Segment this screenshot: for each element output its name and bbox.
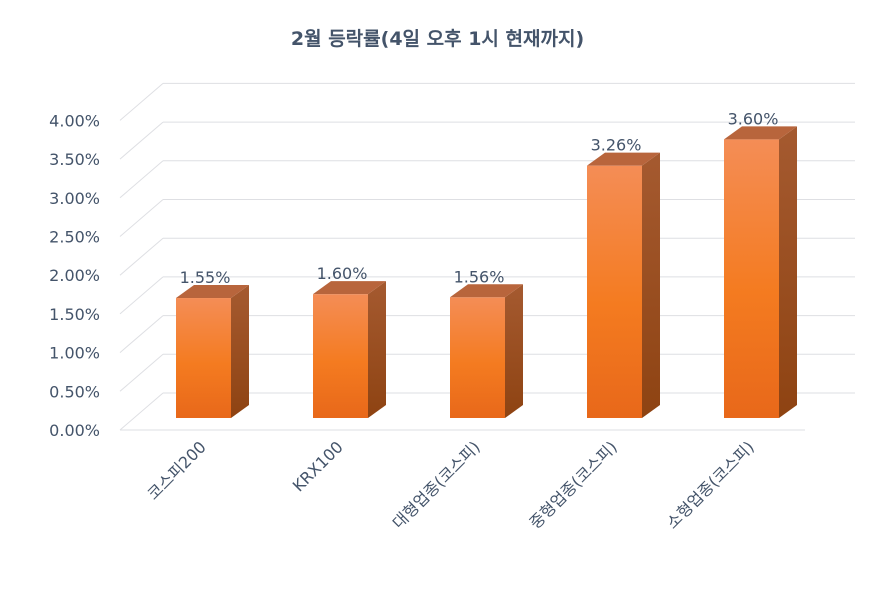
data-label: 1.56% [454,267,505,286]
bar-top [313,281,386,295]
gridline-diagonal [119,353,164,392]
bar-top [724,126,797,140]
y-tick-label: 3.50% [49,150,100,169]
data-label: 1.55% [180,268,231,287]
bar-front [587,165,642,418]
bar [724,126,797,419]
y-tick-label: 1.50% [49,305,100,324]
gridline-diagonal [119,392,164,431]
x-category-label: 대형업종(코스피) [389,437,484,532]
gridline-diagonal [119,237,164,276]
chart-title: 2월 등락률(4일 오후 1시 현재까지) [290,28,585,50]
bar [587,152,660,418]
bar [450,284,523,418]
x-category-label: 소형업종(코스피) [663,437,758,532]
bar [313,281,386,418]
y-tick-label: 3.00% [49,189,100,208]
bar-top [176,285,249,299]
bar [176,285,249,418]
bar-top [587,152,660,166]
data-label: 1.60% [317,264,368,283]
x-category-label: 중형업종(코스피) [526,437,621,532]
gridline-diagonal [119,160,164,199]
bar-side [505,284,523,418]
gridline-diagonal [119,276,164,315]
y-tick-label: 0.50% [49,382,100,401]
bar-side [368,281,386,418]
bar-front [724,139,779,419]
y-tick-label: 0.00% [49,421,100,440]
x-category-label: KRX100 [289,437,347,495]
gridline-diagonal [119,315,164,353]
data-label: 3.26% [591,136,642,155]
bar-side [231,285,249,418]
bar-top [450,284,523,298]
bar-front [313,294,368,418]
y-tick-label: 2.00% [49,266,100,285]
y-tick-label: 2.50% [49,228,100,247]
gridline-diagonal [119,199,164,237]
y-tick-label: 1.00% [49,344,100,363]
bar-front [176,298,231,418]
x-category-label: 코스피200 [144,437,210,503]
bar-front [450,297,505,418]
y-tick-label: 4.00% [49,111,100,130]
data-label: 3.60% [728,109,779,128]
gridline-diagonal [119,121,164,160]
gridline-diagonal [119,83,164,121]
bar-side [779,126,797,419]
bar-side [642,152,660,418]
